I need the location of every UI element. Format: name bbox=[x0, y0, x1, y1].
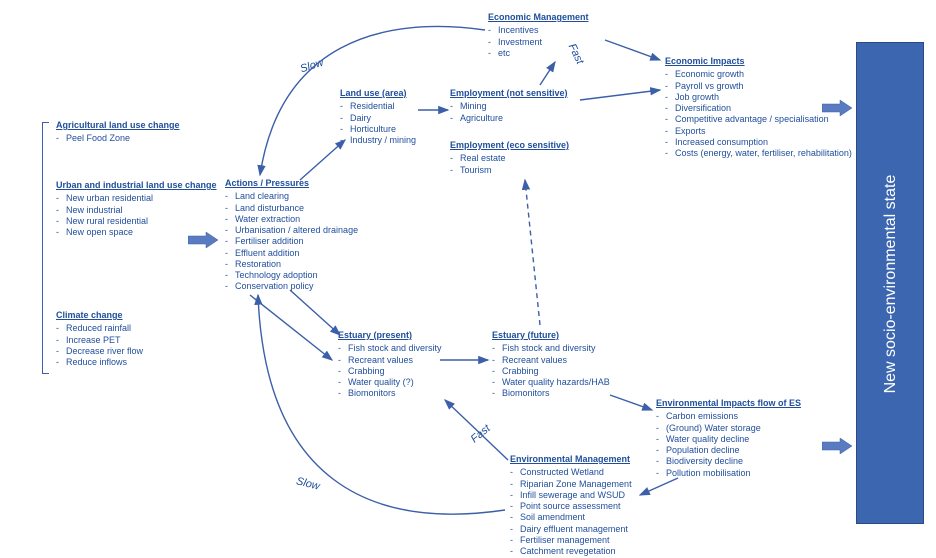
box-env-mgmt: Environmental Management Constructed Wet… bbox=[510, 454, 632, 557]
arrow-econmgmt-econimp bbox=[605, 40, 660, 60]
label-slow-bot: Slow bbox=[295, 475, 321, 492]
list-env-imp: Carbon emissions(Ground) Water storage W… bbox=[656, 411, 801, 479]
input-bracket bbox=[42, 122, 49, 374]
big-arrow-inputs bbox=[188, 232, 218, 248]
box-urban: Urban and industrial land use change New… bbox=[56, 180, 217, 238]
box-env-imp: Environmental Impacts flow of ES Carbon … bbox=[656, 398, 801, 479]
arrow-emp-econmgmt bbox=[540, 62, 555, 85]
arrow-envimp-envmgmt bbox=[640, 478, 678, 495]
arrow-actions-estuary-side bbox=[250, 295, 332, 360]
arrow-actions-estuary bbox=[290, 290, 340, 335]
arrow-estuary-emp-dashed bbox=[525, 180, 540, 325]
box-estuary-cur: Estuary (present) Fish stock and diversi… bbox=[338, 330, 442, 400]
list-estuary-cur: Fish stock and diversityRecreant values … bbox=[338, 343, 442, 399]
box-actions: Actions / Pressures Land clearingLand di… bbox=[225, 178, 358, 293]
box-emp-sens: Employment (eco sensitive) Real estateTo… bbox=[450, 140, 569, 176]
box-agri: Agricultural land use change Peel Food Z… bbox=[56, 120, 180, 145]
big-arrow-env bbox=[822, 438, 852, 454]
list-emp-sens: Real estateTourism bbox=[450, 153, 569, 176]
box-landuse: Land use (area) ResidentialDairy Horticu… bbox=[340, 88, 416, 146]
title-emp-sens: Employment (eco sensitive) bbox=[450, 140, 569, 151]
title-estuary-fut: Estuary (future) bbox=[492, 330, 610, 341]
list-actions: Land clearingLand disturbance Water extr… bbox=[225, 191, 358, 292]
label-fast-bot: Fast bbox=[469, 423, 493, 446]
title-env-mgmt: Environmental Management bbox=[510, 454, 632, 465]
list-landuse: ResidentialDairy HorticultureIndustry / … bbox=[340, 101, 416, 146]
title-estuary-cur: Estuary (present) bbox=[338, 330, 442, 341]
box-estuary-fut: Estuary (future) Fish stock and diversit… bbox=[492, 330, 610, 400]
list-estuary-fut: Fish stock and diversityRecreant values … bbox=[492, 343, 610, 399]
title-env-imp: Environmental Impacts flow of ES bbox=[656, 398, 801, 409]
title-emp-not: Employment (not sensitive) bbox=[450, 88, 568, 99]
title-landuse: Land use (area) bbox=[340, 88, 416, 99]
title-econ-imp: Economic Impacts bbox=[665, 56, 852, 67]
title-actions: Actions / Pressures bbox=[225, 178, 358, 189]
title-econ-mgmt: Economic Management bbox=[488, 12, 589, 23]
list-climate: Reduced rainfallIncrease PET Decrease ri… bbox=[56, 323, 143, 368]
box-climate: Climate change Reduced rainfallIncrease … bbox=[56, 310, 143, 368]
arrow-emp-econimp bbox=[580, 90, 660, 100]
box-emp-not: Employment (not sensitive) MiningAgricul… bbox=[450, 88, 568, 124]
list-env-mgmt: Constructed WetlandRiparian Zone Managem… bbox=[510, 467, 632, 557]
title-agri: Agricultural land use change bbox=[56, 120, 180, 131]
title-climate: Climate change bbox=[56, 310, 143, 321]
outcome-panel: New socio-environmental state bbox=[856, 42, 924, 524]
arrow-estuary-envimp bbox=[610, 395, 652, 410]
arrow-envmgmt-actions bbox=[258, 295, 505, 514]
list-emp-not: MiningAgriculture bbox=[450, 101, 568, 124]
big-arrow-econ bbox=[822, 100, 852, 116]
title-urban: Urban and industrial land use change bbox=[56, 180, 217, 191]
arrow-actions-landuse bbox=[300, 140, 345, 180]
outcome-panel-text: New socio-environmental state bbox=[882, 154, 900, 414]
label-slow-top: Slow bbox=[299, 57, 325, 76]
list-agri: Peel Food Zone bbox=[56, 133, 180, 144]
